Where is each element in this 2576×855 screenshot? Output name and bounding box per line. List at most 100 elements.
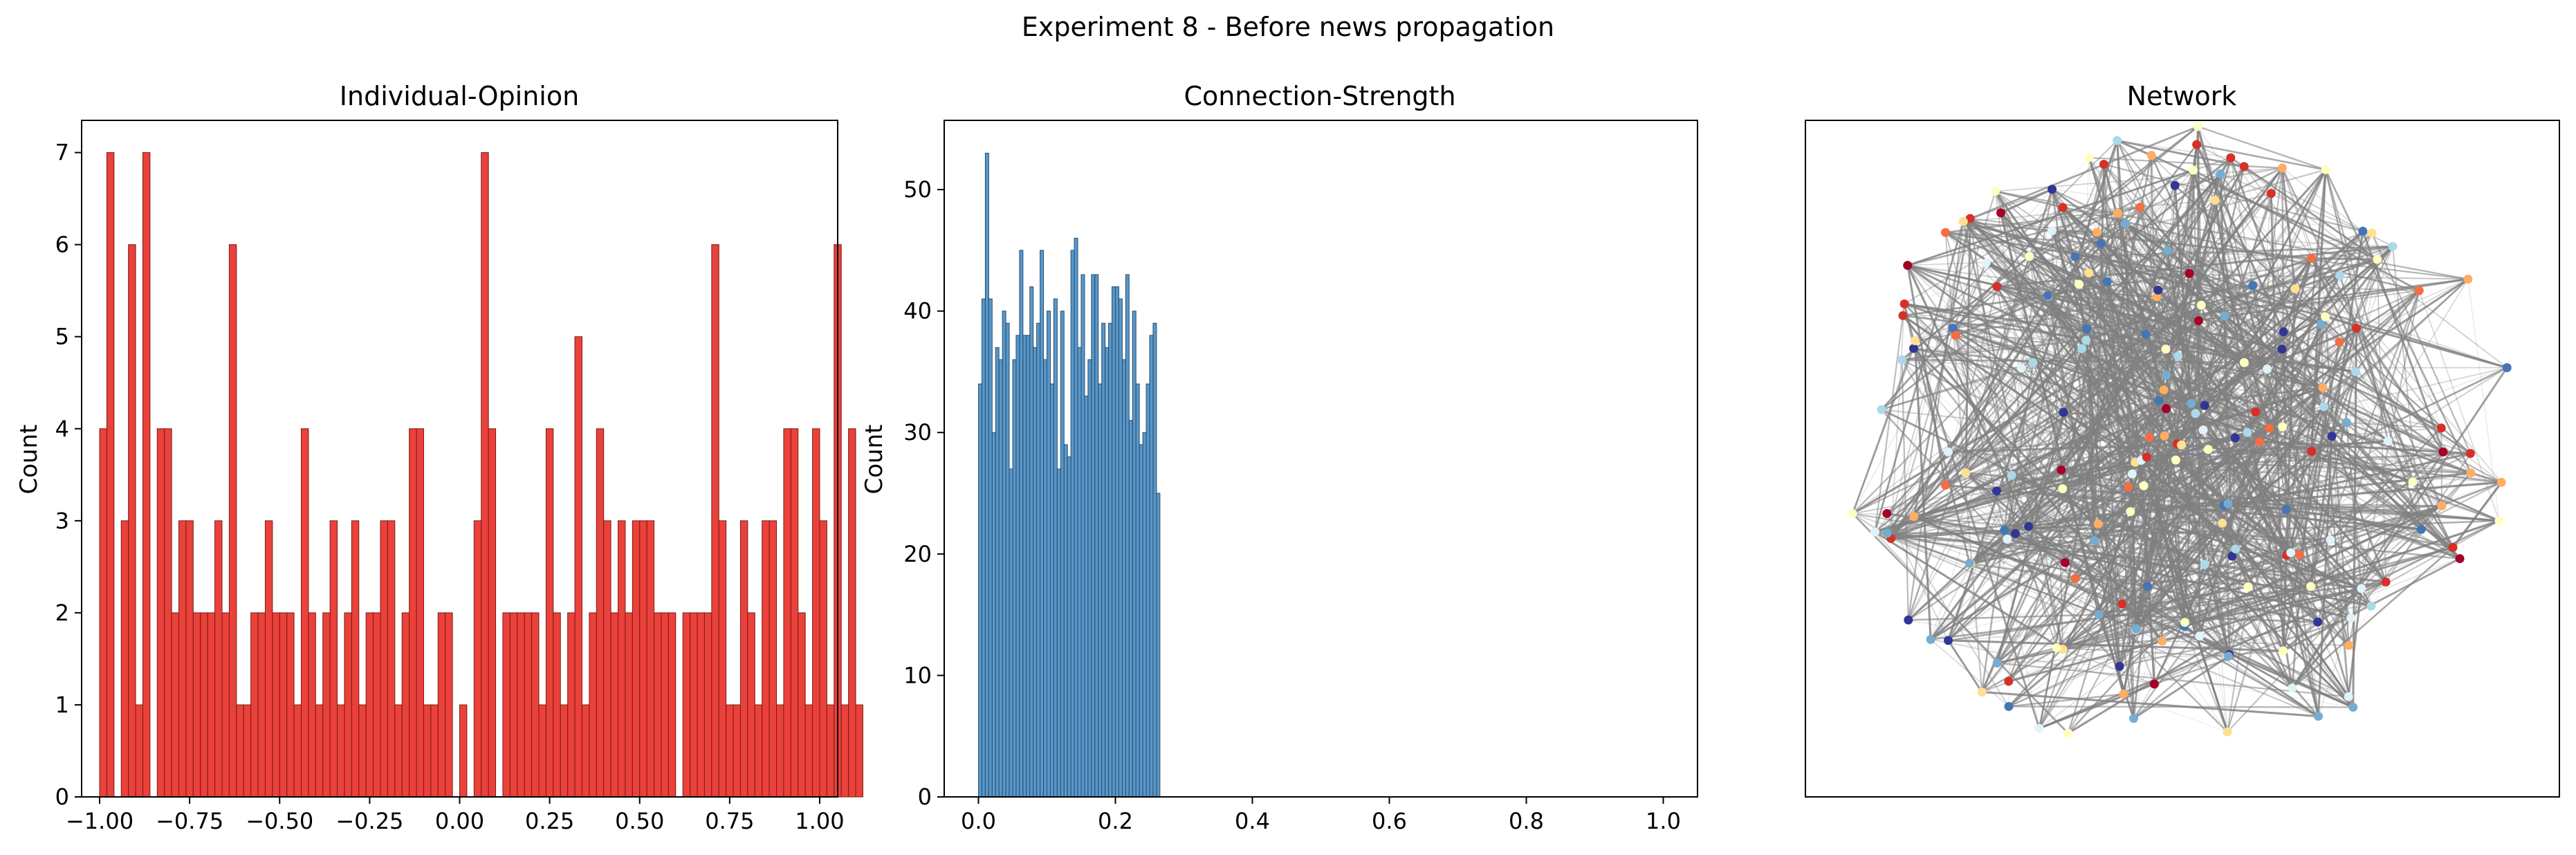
network-node: [2335, 338, 2344, 347]
histogram-bar: [1094, 274, 1099, 798]
network-edge: [2062, 206, 2461, 560]
network-node: [2278, 422, 2288, 432]
network-node: [2063, 728, 2073, 738]
network-node: [2003, 534, 2012, 544]
histogram-bar: [1053, 298, 1058, 798]
network-node: [2288, 683, 2297, 693]
network-node: [2028, 358, 2038, 367]
network-node: [2193, 122, 2202, 131]
histogram-bar: [560, 704, 569, 798]
network-node: [2180, 618, 2190, 627]
network-edge: [2007, 537, 2351, 619]
network-edge: [2317, 520, 2500, 623]
x-tick-label: 0.50: [615, 808, 664, 834]
network-edge: [1908, 619, 2063, 650]
histogram-bar: [769, 520, 778, 798]
network-edge: [2196, 144, 2460, 560]
network-node: [2373, 255, 2382, 264]
network-edge: [2153, 617, 2351, 686]
histogram-bar: [401, 612, 410, 798]
connection-chart-title: Connection-Strength: [1184, 81, 1455, 111]
network-edge: [1907, 264, 2164, 391]
histogram-bar: [1063, 444, 1068, 798]
network-edge: [2189, 273, 2200, 636]
network-edge: [2166, 250, 2169, 376]
histogram-bar: [1087, 359, 1092, 798]
histogram-bar: [776, 704, 784, 798]
network-edge: [2166, 250, 2182, 445]
network-edge: [2011, 315, 2326, 477]
network-edge: [2125, 223, 2461, 560]
histogram-bar: [804, 704, 813, 798]
network-edge: [2310, 406, 2325, 452]
network-node: [2162, 370, 2171, 380]
network-edge: [2000, 212, 2362, 589]
network-edge: [1890, 450, 2312, 540]
network-edge: [2061, 232, 2373, 470]
network-edge: [2199, 558, 2460, 636]
histogram-bar: [848, 428, 856, 798]
network-edge: [2350, 472, 2472, 619]
network-edge: [1881, 362, 2034, 411]
network-edge: [1996, 245, 2393, 288]
histogram-bar: [135, 704, 143, 798]
histogram-bar: [1049, 383, 1054, 798]
network-edge: [2039, 316, 2326, 729]
network-node: [2455, 554, 2465, 564]
network-edges: [1852, 125, 2508, 735]
network-node: [2502, 362, 2512, 372]
network-edge: [2175, 459, 2229, 504]
network-edge: [1996, 192, 2272, 492]
network-edge: [2116, 140, 2319, 623]
network-edge: [2081, 347, 2236, 439]
network-node: [2047, 226, 2057, 236]
histogram-bar: [365, 612, 374, 798]
network-edge: [2154, 528, 2422, 685]
network-edge: [2039, 428, 2442, 729]
histogram-bar: [156, 428, 165, 798]
network-node: [2146, 151, 2156, 160]
network-node: [2290, 284, 2300, 293]
network-edge: [2202, 430, 2228, 733]
network-node: [1908, 344, 1918, 353]
network-edge: [2243, 257, 2312, 363]
network-edge: [1995, 191, 2052, 232]
network-edge: [1890, 218, 1971, 539]
network-edge: [2243, 165, 2378, 261]
network-node: [2187, 398, 2196, 408]
network-edge: [2052, 188, 2326, 318]
network-edge: [2097, 460, 2142, 615]
y-tick-label: 7: [55, 140, 69, 166]
network-node: [2099, 159, 2108, 169]
x-tick-label: −0.50: [246, 808, 313, 834]
network-edge: [2094, 436, 2333, 541]
network-edge: [2346, 421, 2472, 474]
network-edge: [2198, 278, 2469, 322]
network-edge: [2199, 481, 2502, 637]
network-edge: [2088, 272, 2468, 280]
network-edge: [2167, 250, 2508, 369]
histogram-bar: [783, 428, 791, 798]
network-node: [2124, 482, 2133, 492]
network-node: [2243, 428, 2252, 437]
network-edge: [2226, 406, 2325, 733]
histogram-bar: [308, 612, 316, 798]
network-node: [2092, 228, 2101, 237]
network-node: [2266, 189, 2276, 199]
network-edge: [1953, 284, 2253, 329]
network-node: [2158, 636, 2167, 646]
x-tick-label: 0.6: [1372, 808, 1407, 834]
network-edge: [1881, 223, 2126, 410]
histogram-bar: [344, 612, 352, 798]
network-edge: [2097, 427, 2270, 525]
histogram-bar: [1022, 335, 1027, 798]
opinion-plot-frame: [81, 120, 838, 798]
network-edge: [2067, 485, 2145, 734]
network-edge: [1995, 167, 2283, 192]
network-node: [2142, 452, 2151, 462]
histogram-bar: [142, 152, 151, 798]
network-node: [2048, 185, 2057, 194]
network-edge: [2074, 256, 2284, 333]
opinion-chart-title: Individual-Opinion: [340, 81, 579, 111]
network-node: [2326, 535, 2335, 544]
